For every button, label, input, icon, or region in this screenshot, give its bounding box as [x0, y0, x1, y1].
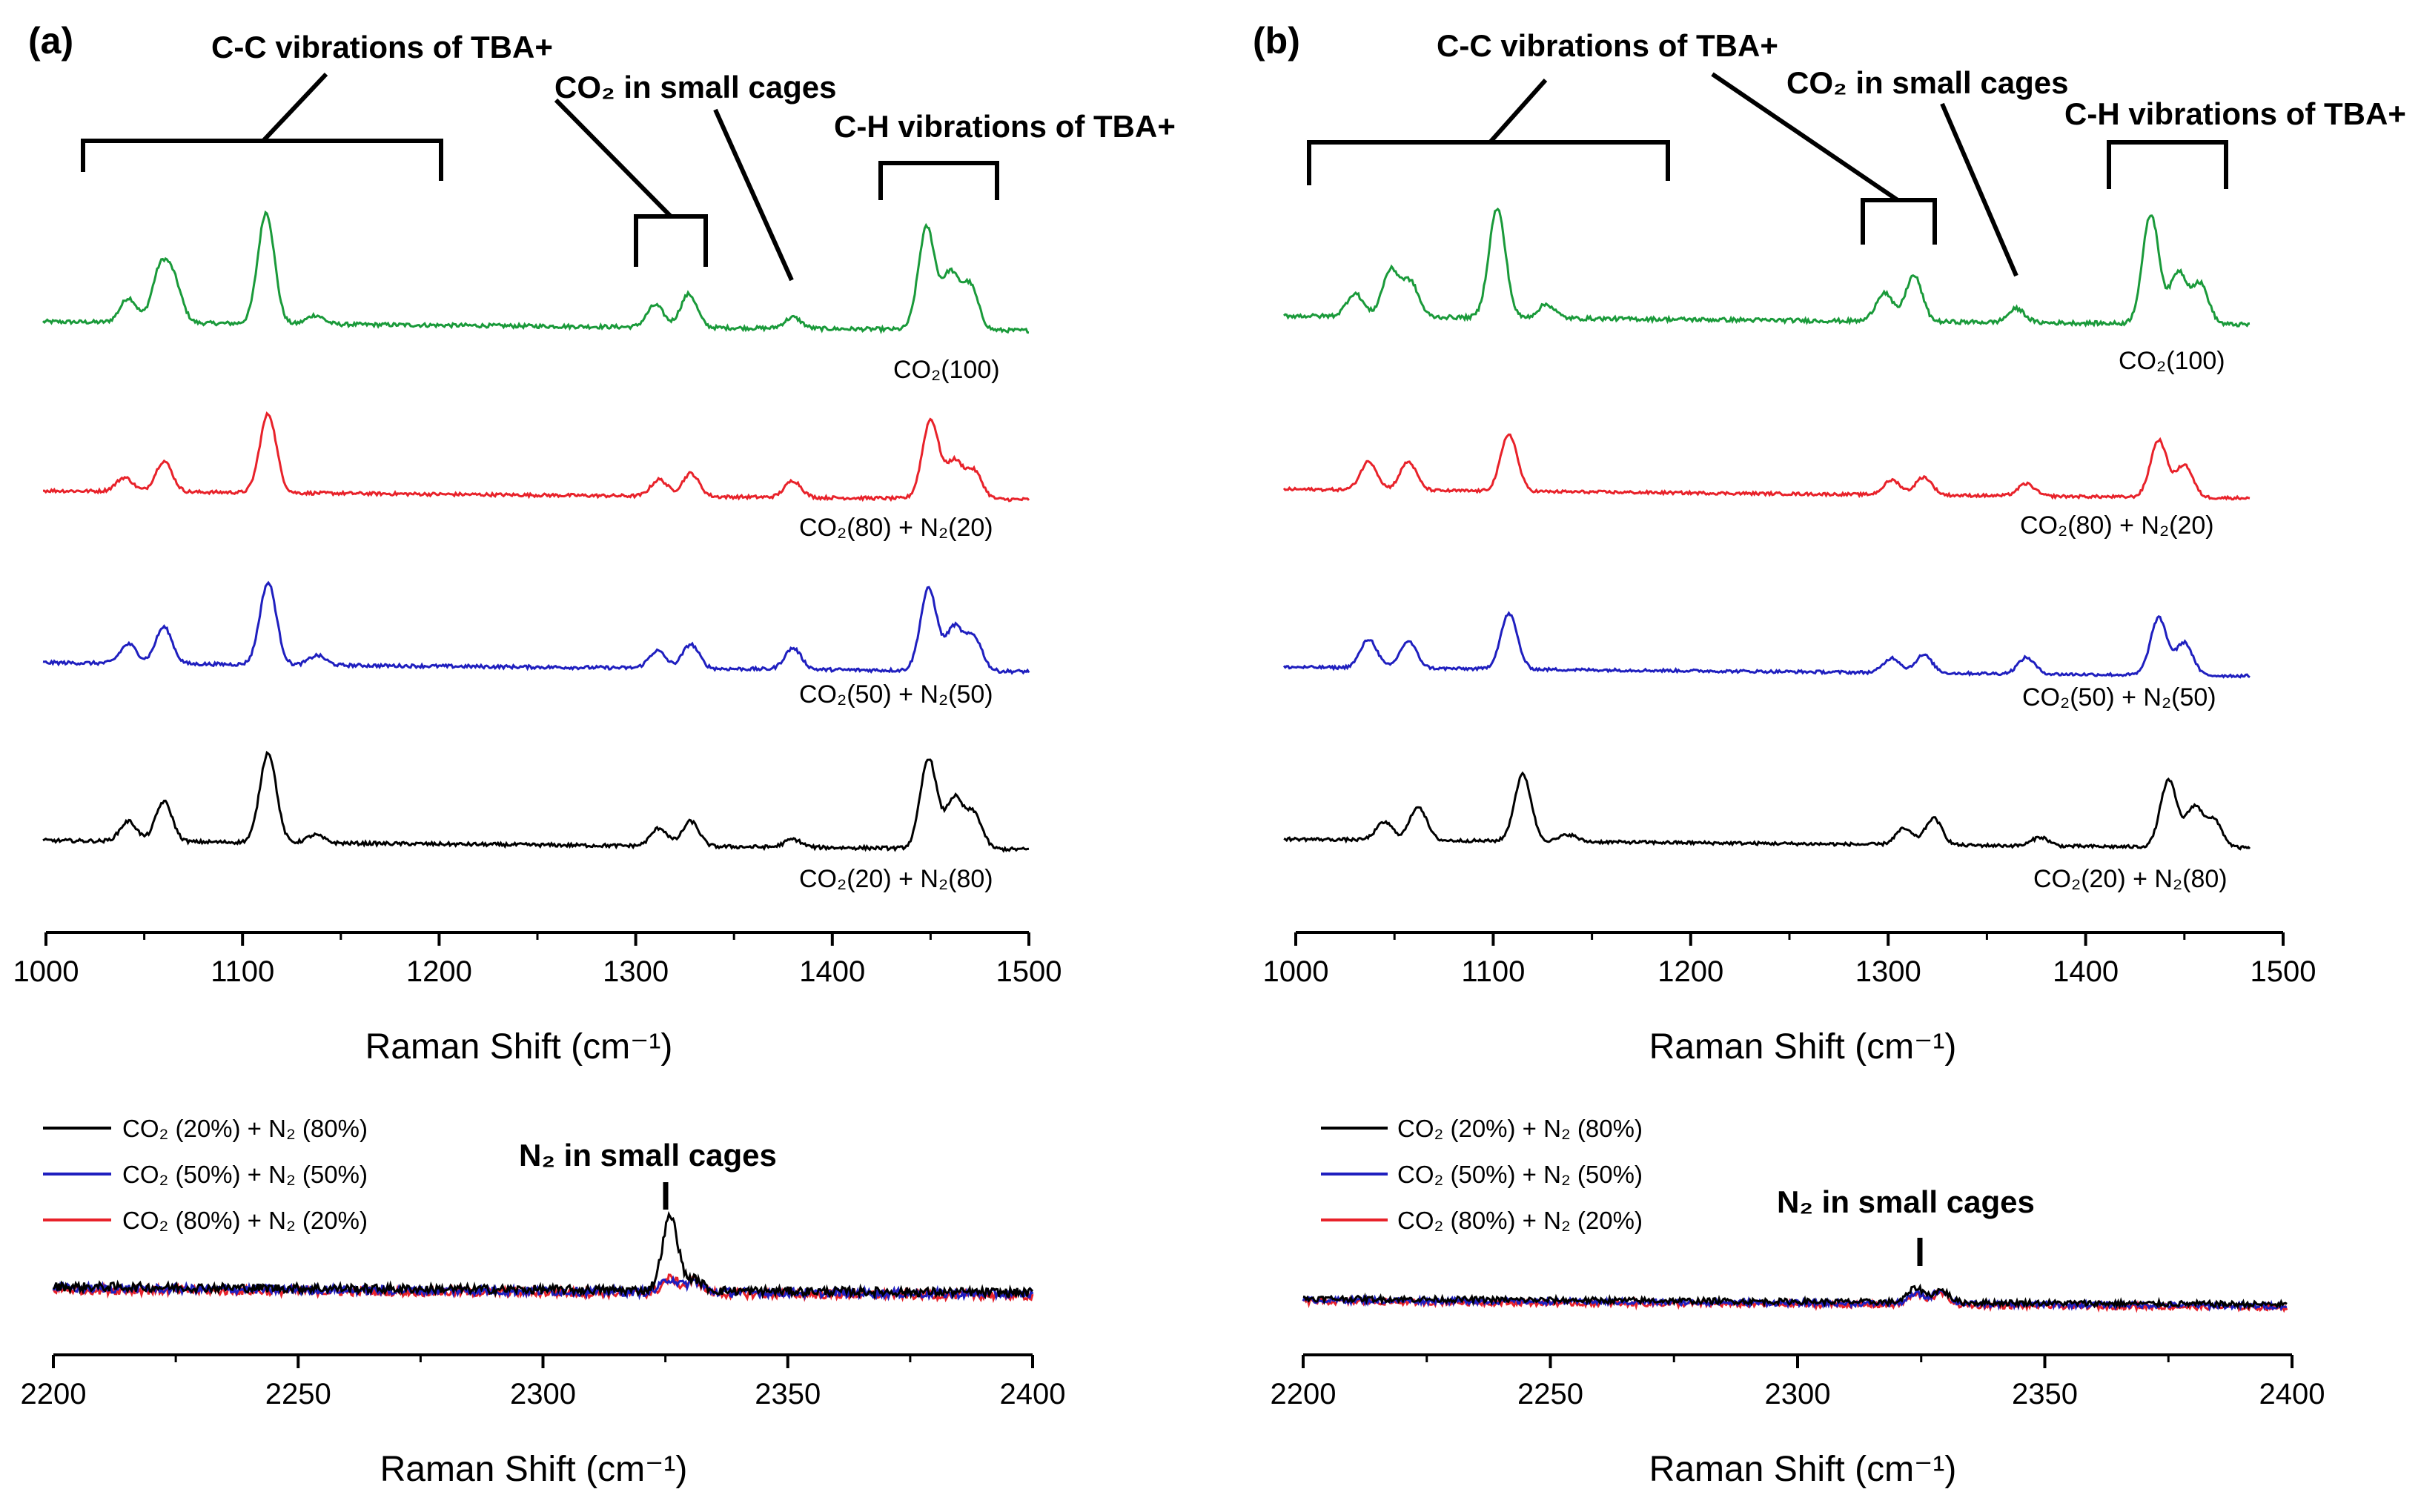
pointer-co2-small-b	[1940, 102, 2018, 277]
x-title-b-upper: Raman Shift (cm⁻¹)	[1649, 1027, 1957, 1067]
x-tick-label: 1100	[1461, 955, 1525, 988]
legend-item-b-0: CO₂ (20%) + N₂ (80%)	[1397, 1115, 1643, 1142]
x-title-a-lower: Raman Shift (cm⁻¹)	[380, 1450, 688, 1489]
bracket-ch-a	[878, 161, 999, 200]
x-tick-label: 2250	[1517, 1378, 1583, 1410]
x-tick-label: 1400	[2053, 955, 2119, 988]
x-tick-label: 2300	[510, 1378, 576, 1410]
spectrum-line-a-2	[42, 580, 1030, 675]
panel-b-lower-x-axis: 2200 2250 2300 2350 2400	[1271, 1353, 2325, 1410]
x-tick-label: 1400	[799, 955, 865, 988]
x-tick-label: 2350	[755, 1378, 821, 1410]
legend-item-a-0: CO₂ (20%) + N₂ (80%)	[122, 1115, 368, 1142]
legend-item-a-2: CO₂ (80%) + N₂ (20%)	[122, 1207, 368, 1234]
panel-label-a: (a)	[28, 20, 73, 62]
legend-item-b-1: CO₂ (50%) + N₂ (50%)	[1397, 1161, 1643, 1188]
x-title-b-lower: Raman Shift (cm⁻¹)	[1649, 1450, 1957, 1489]
x-tick-label: 2200	[21, 1378, 87, 1410]
x-tick-label: 1000	[1263, 955, 1329, 988]
panel-b-lower-legend: CO₂ (20%) + N₂ (80%) CO₂ (50%) + N₂ (50%…	[1321, 1115, 1643, 1234]
x-tick-label: 2250	[265, 1378, 331, 1410]
panel-a-lower-spectra	[52, 1210, 1034, 1304]
bracket-cc-a	[81, 139, 443, 181]
panel-a-lower-legend: CO₂ (20%) + N₂ (80%) CO₂ (50%) + N₂ (50%…	[43, 1115, 368, 1234]
trace-label-b-1: CO₂(80) + N₂(20)	[2020, 511, 2214, 540]
panel-a-lower-x-axis: 2200 2250 2300 2350 2400	[21, 1353, 1066, 1410]
annotation-cc-b: C-C vibrations of TBA+	[1437, 28, 1778, 63]
x-tick-label: 2400	[2259, 1378, 2325, 1410]
annotation-ch-a: C-H vibrations of TBA+	[834, 109, 1176, 144]
n2-spectrum-line-b-0	[1302, 1283, 2288, 1310]
panel-label-b: (b)	[1253, 20, 1300, 62]
trace-label-a-0: CO₂(100)	[893, 356, 1000, 384]
spectrum-line-a-3	[42, 750, 1030, 853]
spectrum-line-b-0	[1282, 208, 2251, 328]
x-tick-label: 1500	[996, 955, 1062, 988]
n2-spectrum-line-a-0	[52, 1210, 1034, 1301]
bracket-co2-a	[634, 214, 708, 267]
panel-a-upper-x-axis: 1000 1100 1200 1300 1400 1500	[13, 931, 1062, 988]
pointer-cc-a	[261, 72, 328, 143]
annotation-cc-a: C-C vibrations of TBA+	[211, 30, 553, 64]
x-tick-label: 2300	[1765, 1378, 1831, 1410]
x-tick-label: 2400	[1000, 1378, 1066, 1410]
spectrum-line-a-1	[43, 411, 1030, 503]
x-title-a-upper: Raman Shift (cm⁻¹)	[365, 1027, 673, 1067]
pointer-co2-b	[1711, 72, 1899, 202]
x-tick-label: 1500	[2251, 955, 2316, 988]
x-tick-label: 1200	[406, 955, 472, 988]
trace-label-b-0: CO₂(100)	[2119, 347, 2225, 375]
panel-a-upper-spectra	[42, 210, 1030, 853]
x-tick-label: 1300	[603, 955, 669, 988]
panel-b-upper-spectra	[1282, 208, 2251, 851]
bracket-cc-b	[1307, 140, 1670, 185]
bracket-co2-b	[1861, 198, 1937, 245]
annotation-co2-a: CO₂ in small cages	[554, 70, 836, 105]
trace-label-b-2: CO₂(50) + N₂(50)	[2022, 683, 2216, 712]
x-tick-label: 2200	[1271, 1378, 1337, 1410]
trace-label-a-1: CO₂(80) + N₂(20)	[799, 514, 993, 542]
annotation-ch-b: C-H vibrations of TBA+	[2064, 96, 2406, 131]
spectrum-line-b-3	[1283, 771, 2251, 851]
panel-b-lower-spectra	[1302, 1283, 2288, 1313]
x-tick-label: 1100	[211, 955, 274, 988]
annotation-co2-b: CO₂ in small cages	[1786, 65, 2068, 100]
x-tick-label: 2350	[2012, 1378, 2078, 1410]
trace-label-b-3: CO₂(20) + N₂(80)	[2033, 865, 2228, 893]
panel-a-upper-annotations	[81, 72, 999, 282]
bracket-ch-b	[2107, 140, 2228, 189]
legend-item-a-1: CO₂ (50%) + N₂ (50%)	[122, 1161, 368, 1188]
annotation-n2-a: N₂ in small cages	[519, 1138, 777, 1173]
trace-label-a-3: CO₂(20) + N₂(80)	[799, 865, 993, 893]
x-tick-label: 1200	[1657, 955, 1723, 988]
spectrum-line-a-0	[42, 210, 1030, 334]
trace-label-a-2: CO₂(50) + N₂(50)	[799, 680, 993, 709]
pointer-cc-b	[1488, 79, 1548, 144]
spectrum-line-b-2	[1282, 611, 2251, 679]
x-tick-label: 1300	[1855, 955, 1921, 988]
x-tick-label: 1000	[13, 955, 79, 988]
panel-b-upper-x-axis: 1000 1100 1200 1300 1400 1500	[1263, 931, 2316, 988]
annotation-n2-b: N₂ in small cages	[1777, 1184, 2035, 1219]
pointer-co2-a	[554, 98, 673, 219]
pointer-co2-small-a	[713, 108, 794, 282]
spectrum-line-b-1	[1282, 433, 2251, 501]
panel-b-upper-annotations	[1307, 72, 2228, 277]
legend-item-b-2: CO₂ (80%) + N₂ (20%)	[1397, 1207, 1643, 1234]
